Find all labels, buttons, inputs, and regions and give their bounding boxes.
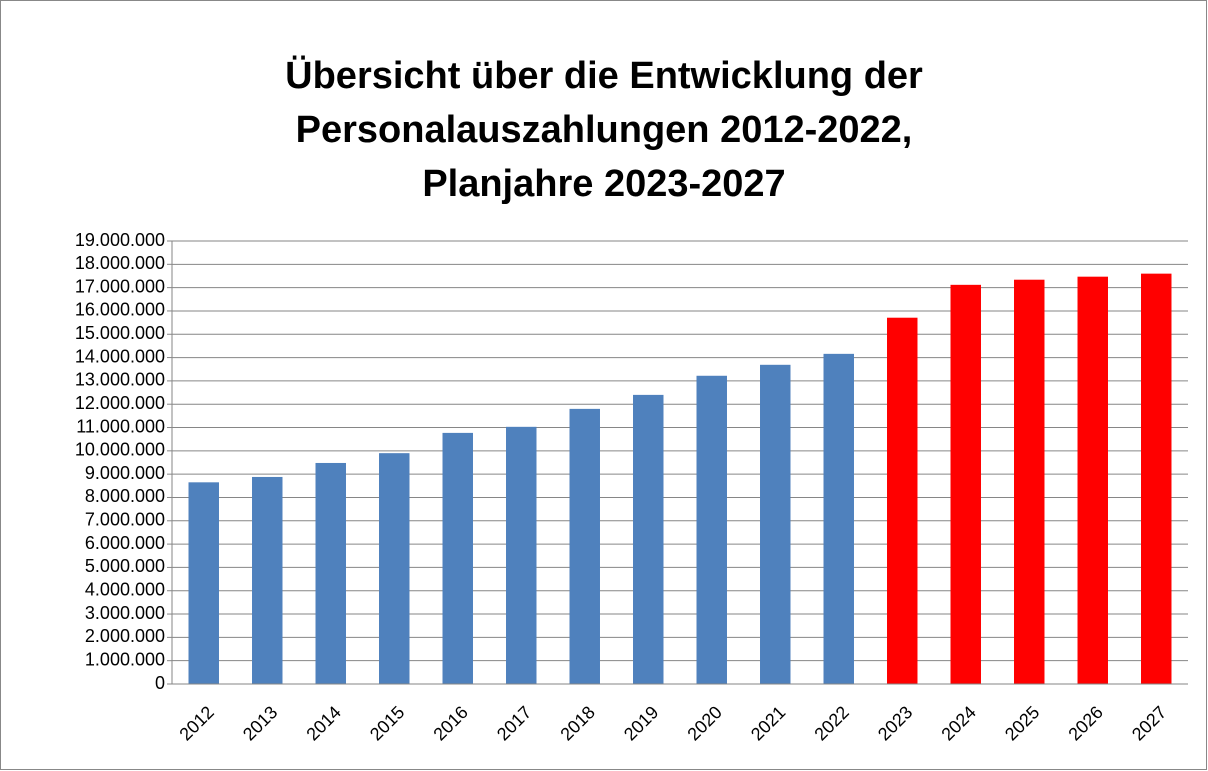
bar [379, 453, 410, 684]
bar [696, 375, 727, 684]
y-tick-label: 15.000.000 [75, 323, 165, 343]
y-tick-label: 18.000.000 [75, 253, 165, 273]
bar [442, 432, 473, 684]
y-tick-label: 16.000.000 [75, 300, 165, 320]
y-tick-label: 0 [155, 673, 165, 693]
y-tick-label: 5.000.000 [85, 556, 165, 576]
bar [760, 364, 791, 684]
bar [1077, 276, 1108, 684]
y-tick-label: 1.000.000 [85, 649, 165, 669]
y-tick-label: 13.000.000 [75, 370, 165, 390]
bar [188, 482, 219, 684]
chart-title: Planjahre 2023-2027 [422, 163, 785, 205]
y-tick-label: 12.000.000 [75, 393, 165, 413]
bar [506, 426, 537, 684]
bar [252, 476, 283, 684]
y-tick-label: 11.000.000 [76, 416, 165, 436]
y-tick-label: 17.000.000 [75, 276, 165, 296]
bar [1014, 279, 1045, 684]
y-tick-label: 9.000.000 [85, 463, 165, 483]
chart-title: Übersicht über die Entwicklung der [285, 54, 923, 97]
y-tick-label: 7.000.000 [85, 510, 165, 530]
bar [823, 353, 854, 684]
y-tick-label: 8.000.000 [85, 486, 165, 506]
bar [315, 462, 346, 684]
y-tick-label: 3.000.000 [85, 603, 165, 623]
bar [569, 408, 600, 684]
bar [1141, 273, 1172, 684]
y-tick-label: 2.000.000 [85, 626, 165, 646]
bar [887, 317, 918, 684]
y-tick-label: 10.000.000 [75, 440, 165, 460]
y-tick-label: 4.000.000 [85, 579, 165, 599]
y-tick-label: 19.000.000 [75, 230, 165, 250]
chart-title: Personalauszahlungen 2012-2022, [296, 109, 913, 151]
y-tick-label: 6.000.000 [85, 533, 165, 553]
bar [950, 284, 981, 684]
y-tick-label: 14.000.000 [75, 346, 165, 366]
bar [633, 394, 664, 684]
